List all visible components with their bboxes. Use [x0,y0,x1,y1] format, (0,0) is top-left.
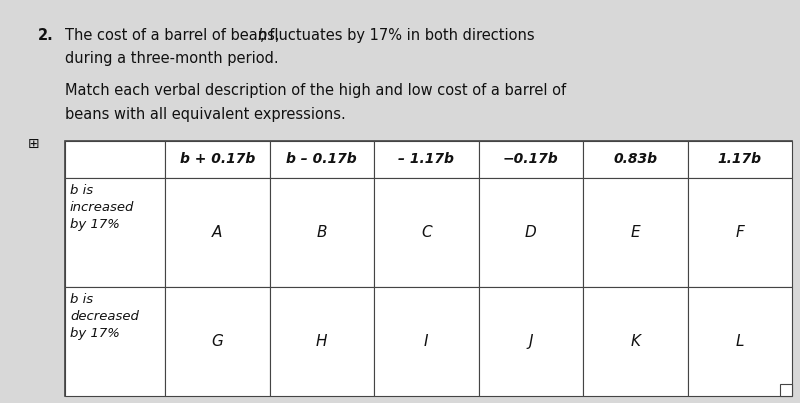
Bar [65,287,165,396]
Text: Match each verbal description of the high and low cost of a barrel of: Match each verbal description of the hig… [65,83,566,98]
Text: E: E [630,225,640,240]
Bar [687,287,792,396]
Bar [270,287,374,396]
Text: I: I [424,334,429,349]
Text: , fluctuates by 17% in both directions: , fluctuates by 17% in both directions [260,28,535,43]
Text: L: L [735,334,744,349]
Text: F: F [735,225,744,240]
Bar [478,141,583,178]
Text: ⊞: ⊞ [28,137,40,151]
Text: H: H [316,334,327,349]
Bar [270,141,374,178]
Bar [478,287,583,396]
Text: D: D [525,225,537,240]
Bar [374,287,478,396]
Text: 0.83b: 0.83b [614,152,658,166]
Bar [583,287,687,396]
Text: A: A [212,225,222,240]
Bar [165,287,270,396]
Text: J: J [529,334,533,349]
Text: beans with all equivalent expressions.: beans with all equivalent expressions. [65,107,346,122]
Text: b – 0.17b: b – 0.17b [286,152,357,166]
Bar [165,178,270,287]
Bar [65,178,165,287]
Bar [65,141,792,396]
Bar [65,141,165,178]
Text: b is
decreased
by 17%: b is decreased by 17% [70,293,139,340]
Bar [687,178,792,287]
Bar [780,384,792,396]
Bar [374,141,478,178]
Text: B: B [317,225,327,240]
Text: The cost of a barrel of beans,: The cost of a barrel of beans, [65,28,284,43]
Bar [687,141,792,178]
Text: 2.: 2. [38,28,54,43]
Text: during a three-month period.: during a three-month period. [65,52,278,66]
Text: b is
increased
by 17%: b is increased by 17% [70,184,134,231]
Text: C: C [421,225,431,240]
Bar [165,141,270,178]
Bar [583,178,687,287]
Text: 1.17b: 1.17b [718,152,762,166]
Text: – 1.17b: – 1.17b [398,152,454,166]
Text: b: b [258,28,266,43]
Text: K: K [630,334,640,349]
Bar [583,141,687,178]
Text: b + 0.17b: b + 0.17b [180,152,255,166]
Text: −0.17b: −0.17b [503,152,558,166]
Bar [374,178,478,287]
Bar [478,178,583,287]
Bar [270,178,374,287]
Text: G: G [211,334,223,349]
